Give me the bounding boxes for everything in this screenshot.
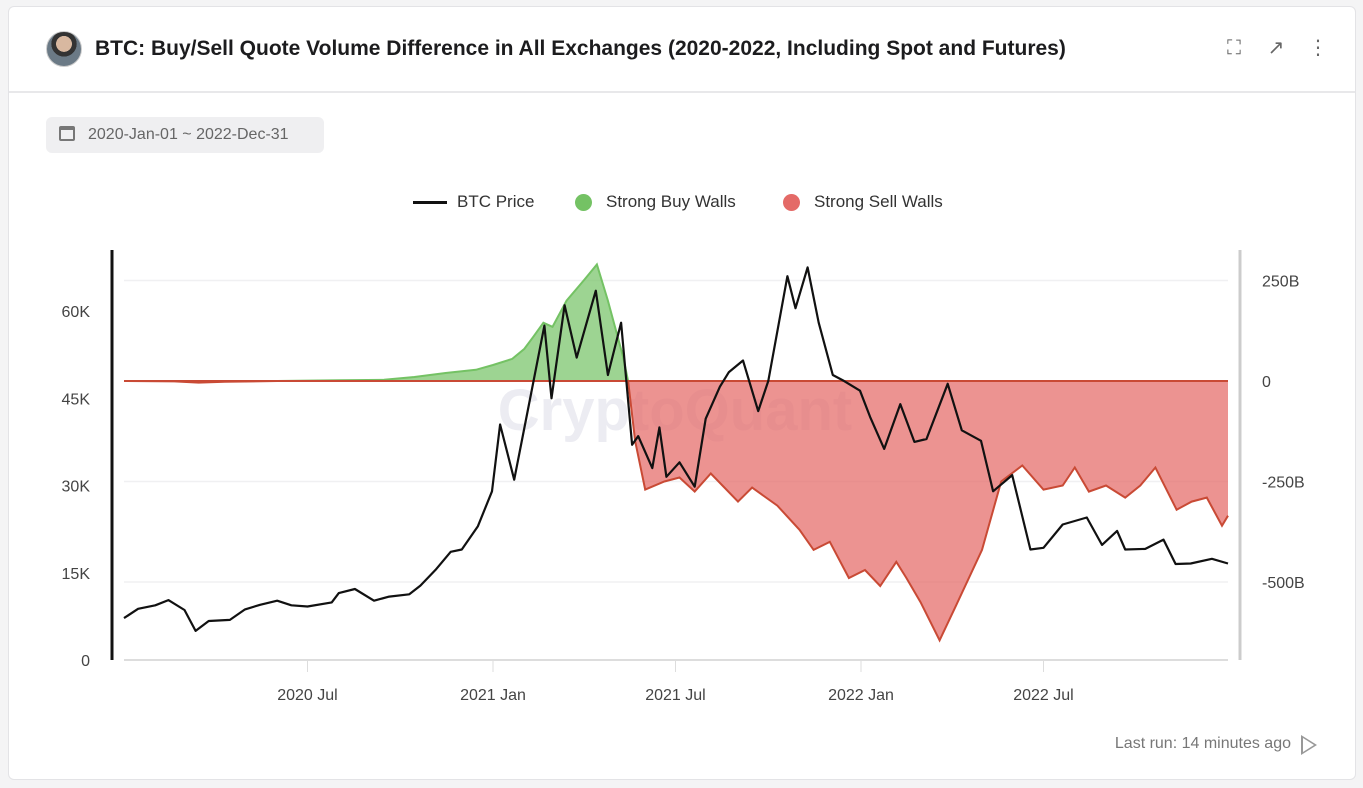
x-axis-tick-label: 2020 Jul [277, 687, 338, 704]
run-play-icon[interactable] [1301, 735, 1317, 755]
x-axis-tick-label: 2022 Jul [1013, 687, 1074, 704]
card-header: BTC: Buy/Sell Quote Volume Difference in… [9, 7, 1355, 93]
left-axis-tick-label: 60K [62, 304, 91, 321]
author-avatar[interactable] [46, 31, 82, 67]
left-axis-tick-label: 15K [62, 566, 91, 583]
more-vertical-icon[interactable]: ⋮ [1308, 37, 1328, 59]
chart-title: BTC: Buy/Sell Quote Volume Difference in… [95, 37, 1066, 60]
x-axis-tick-label: 2021 Jul [645, 687, 706, 704]
strong-sell-walls-area [128, 381, 1228, 641]
strong-buy-walls-line [123, 262, 630, 382]
left-axis-tick-label: 45K [62, 391, 91, 408]
date-range-text: 2020-Jan-01 ~ 2022-Dec-31 [88, 126, 289, 143]
legend-item-strong-sell-walls[interactable]: Strong Sell Walls [783, 192, 943, 212]
circle-swatch-icon [575, 194, 592, 212]
strong-sell-walls-line [123, 381, 1229, 643]
circle-swatch-icon [783, 194, 800, 212]
line-swatch-icon [413, 201, 447, 205]
legend-item-btc-price[interactable]: BTC Price [413, 192, 534, 212]
open-external-icon[interactable]: ↗ [1267, 37, 1285, 59]
fullscreen-icon[interactable]: ⛶ [1227, 37, 1241, 59]
right-axis-tick-label: -500B [1262, 575, 1305, 592]
legend-label: BTC Price [457, 192, 535, 211]
legend-label: Strong Buy Walls [606, 192, 736, 211]
calendar-icon [59, 126, 75, 141]
right-axis-tick-label: 250B [1262, 274, 1299, 291]
left-axis-tick-label: 30K [62, 479, 91, 496]
last-run-text: Last run: 14 minutes ago [1114, 735, 1291, 752]
date-range-picker[interactable]: 2020-Jan-01 ~ 2022-Dec-31 [46, 117, 324, 153]
x-axis-tick-label: 2021 Jan [460, 687, 526, 704]
btc-price-line [123, 266, 1229, 632]
legend-label: Strong Sell Walls [814, 192, 943, 211]
right-axis-tick-label: -250B [1262, 475, 1305, 492]
left-axis-tick-label: 0 [81, 653, 90, 670]
legend-item-strong-buy-walls[interactable]: Strong Buy Walls [575, 192, 736, 212]
right-axis-tick-label: 0 [1262, 374, 1271, 391]
x-axis-tick-label: 2022 Jan [828, 687, 894, 704]
